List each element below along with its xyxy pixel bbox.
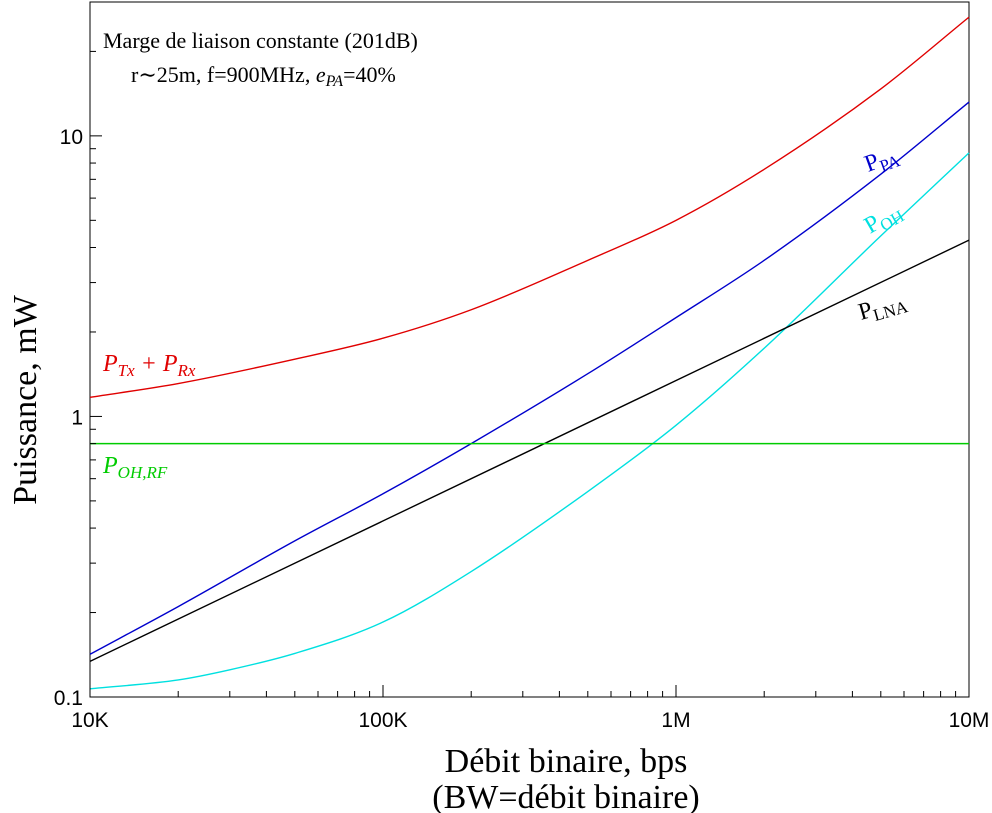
series-label-part: +	[135, 351, 163, 377]
annotation-line-2: r∼25m, f=900MHz, ePA=40%	[131, 62, 396, 90]
annotation-epa-symbol: e	[316, 62, 326, 87]
x-tick-label-1: 100K	[358, 709, 407, 732]
series-line-3	[89, 239, 970, 662]
series-label-part: P	[102, 351, 118, 377]
series-label-sub: Rx	[177, 361, 196, 380]
series-label-4: POH,RF	[102, 453, 168, 482]
x-tick-label-2: 1M	[661, 709, 690, 732]
tick-layer: 10K 100K 1M 10M 0.1 1 10	[54, 1, 990, 732]
annotation-epa-sub: PA	[325, 73, 344, 90]
series-label-sub: OH,RF	[118, 463, 168, 482]
y-axis-label: Puissance, mW	[7, 294, 44, 505]
plot-frame	[89, 1, 970, 698]
annotation-line-2-text: r∼25m, f=900MHz,	[131, 62, 316, 87]
y-tick-label-1: 1	[71, 406, 83, 429]
x-tick-label-0: 10K	[71, 709, 108, 732]
x-axis-label: Débit binaire, bps	[445, 743, 688, 780]
annotation-line-1: Marge de liaison constante (201dB)	[103, 28, 418, 53]
series-line-2	[89, 152, 970, 690]
series-label-part: P	[102, 453, 118, 479]
series-label-sub: LNA	[871, 297, 911, 325]
x-tick-label-3: 10M	[949, 709, 990, 732]
series-label-0: PTx + PRx	[102, 351, 196, 380]
series-line-1	[89, 101, 970, 655]
series-label-1: PPA	[861, 141, 903, 180]
series-label-part: P	[162, 351, 178, 377]
annotation-epa-value: =40%	[343, 62, 396, 87]
series-line-0	[89, 16, 970, 398]
series-layer	[89, 16, 970, 690]
series-label-3: PLNA	[855, 287, 910, 328]
series-label-sub: Tx	[118, 361, 135, 380]
x-axis-label-2: (BW=débit binaire)	[432, 779, 699, 813]
y-tick-label-2: 10	[60, 126, 83, 149]
y-tick-label-0: 0.1	[54, 687, 83, 710]
series-label-2: POH	[860, 198, 907, 242]
